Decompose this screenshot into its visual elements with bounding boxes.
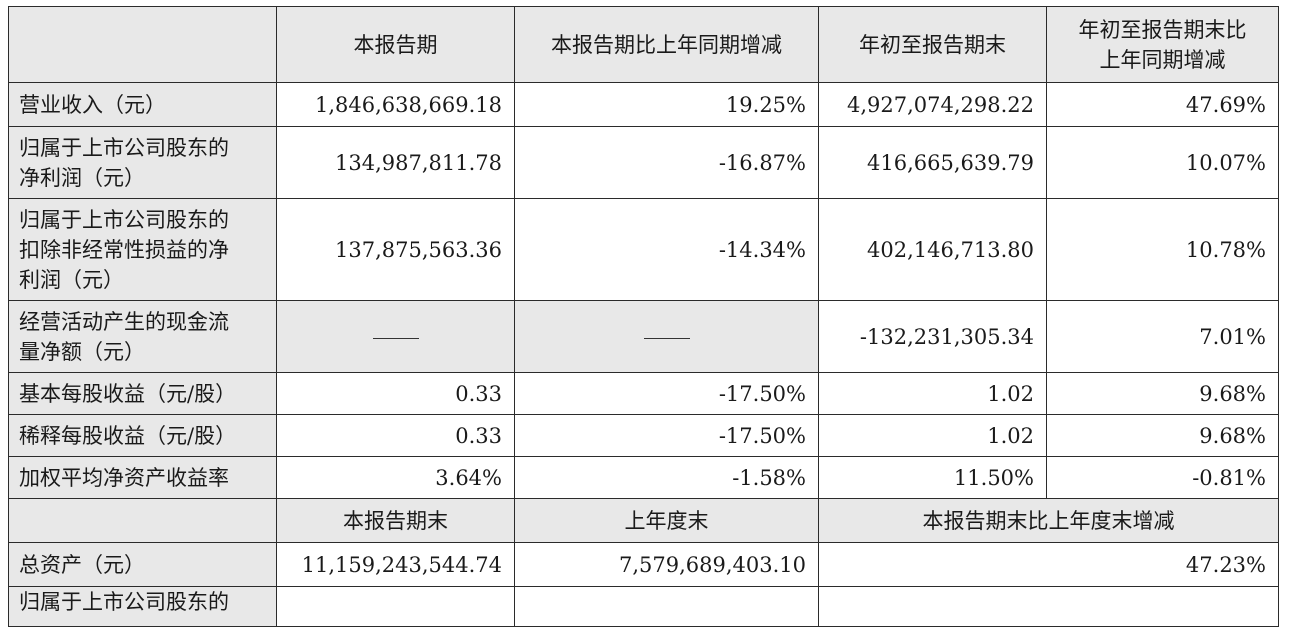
cell-current-period-yoy: -16.87% <box>514 126 819 199</box>
table-row: 归属于上市公司股东的 净利润（元） 134,987,811.78 -16.87%… <box>8 126 1279 199</box>
cell-current-period-yoy: 19.25% <box>514 82 819 127</box>
cell-current-period: 134,987,811.78 <box>276 126 515 199</box>
cell-ytd-yoy: 47.69% <box>1046 82 1279 127</box>
cell-ytd: 4,927,074,298.22 <box>818 82 1047 127</box>
table-subheader-row: 本报告期末 上年度末 本报告期末比上年度末增减 <box>8 498 1279 543</box>
row-label: 总资产（元） <box>8 542 277 587</box>
cell-current-period: 0.33 <box>276 414 515 457</box>
cell-current-period-yoy-na: —— <box>514 300 819 373</box>
financial-summary-table: 本报告期 本报告期比上年同期增减 年初至报告期末 年初至报告期末比 上年同期增减… <box>8 6 1279 627</box>
cell-current-period-na: —— <box>276 300 515 373</box>
cell-ytd: 402,146,713.80 <box>818 198 1047 301</box>
table-row: 加权平均净资产收益率 3.64% -1.58% 11.50% -0.81% <box>8 456 1279 499</box>
na-dash <box>372 337 419 339</box>
cell-prior-year-end: 7,579,689,403.10 <box>514 542 819 587</box>
cell-change <box>818 586 1279 627</box>
header-ytd-yoy: 年初至报告期末比 上年同期增减 <box>1046 6 1279 83</box>
cell-ytd: -132,231,305.34 <box>818 300 1047 373</box>
cell-current-period: 1,846,638,669.18 <box>276 82 515 127</box>
table-row-partial: 归属于上市公司股东的 <box>8 586 1279 627</box>
subheader-prior-year-end: 上年度末 <box>514 498 819 543</box>
cell-ytd: 1.02 <box>818 414 1047 457</box>
table-row: 营业收入（元） 1,846,638,669.18 19.25% 4,927,07… <box>8 82 1279 127</box>
cell-ytd-yoy: -0.81% <box>1046 456 1279 499</box>
table-row: 经营活动产生的现金流 量净额（元） —— —— -132,231,305.34 … <box>8 300 1279 373</box>
row-label: 归属于上市公司股东的 <box>8 586 277 627</box>
header-current-period: 本报告期 <box>276 6 515 83</box>
cell-ytd-yoy: 9.68% <box>1046 372 1279 415</box>
header-blank-cell <box>8 6 277 83</box>
table-row: 基本每股收益（元/股） 0.33 -17.50% 1.02 9.68% <box>8 372 1279 415</box>
table-row: 总资产（元） 11,159,243,544.74 7,579,689,403.1… <box>8 542 1279 587</box>
header-current-period-yoy: 本报告期比上年同期增减 <box>514 6 819 83</box>
cell-current-period: 0.33 <box>276 372 515 415</box>
cell-current-period: 3.64% <box>276 456 515 499</box>
cell-period-end: 11,159,243,544.74 <box>276 542 515 587</box>
cell-ytd: 11.50% <box>818 456 1047 499</box>
cell-period-end <box>276 586 515 627</box>
cell-current-period-yoy: -1.58% <box>514 456 819 499</box>
na-dash <box>643 337 690 339</box>
cell-current-period-yoy: -14.34% <box>514 198 819 301</box>
cell-ytd-yoy: 10.78% <box>1046 198 1279 301</box>
table-header-row: 本报告期 本报告期比上年同期增减 年初至报告期末 年初至报告期末比 上年同期增减 <box>8 6 1279 83</box>
row-label: 经营活动产生的现金流 量净额（元） <box>8 300 277 373</box>
cell-prior-year-end <box>514 586 819 627</box>
table-row: 稀释每股收益（元/股） 0.33 -17.50% 1.02 9.68% <box>8 414 1279 457</box>
subheader-change: 本报告期末比上年度末增减 <box>818 498 1279 543</box>
row-label: 稀释每股收益（元/股） <box>8 414 277 457</box>
cell-ytd: 1.02 <box>818 372 1047 415</box>
row-label: 基本每股收益（元/股） <box>8 372 277 415</box>
subheader-period-end: 本报告期末 <box>276 498 515 543</box>
cell-ytd: 416,665,639.79 <box>818 126 1047 199</box>
cell-ytd-yoy: 7.01% <box>1046 300 1279 373</box>
row-label: 归属于上市公司股东的 扣除非经常性损益的净 利润（元） <box>8 198 277 301</box>
cell-ytd-yoy: 10.07% <box>1046 126 1279 199</box>
cell-change: 47.23% <box>818 542 1279 587</box>
row-label: 营业收入（元） <box>8 82 277 127</box>
row-label: 加权平均净资产收益率 <box>8 456 277 499</box>
row-label: 归属于上市公司股东的 净利润（元） <box>8 126 277 199</box>
table-row: 归属于上市公司股东的 扣除非经常性损益的净 利润（元） 137,875,563.… <box>8 198 1279 301</box>
cell-ytd-yoy: 9.68% <box>1046 414 1279 457</box>
subheader-blank-cell <box>8 498 277 543</box>
cell-current-period: 137,875,563.36 <box>276 198 515 301</box>
header-ytd: 年初至报告期末 <box>818 6 1047 83</box>
cell-current-period-yoy: -17.50% <box>514 414 819 457</box>
cell-current-period-yoy: -17.50% <box>514 372 819 415</box>
